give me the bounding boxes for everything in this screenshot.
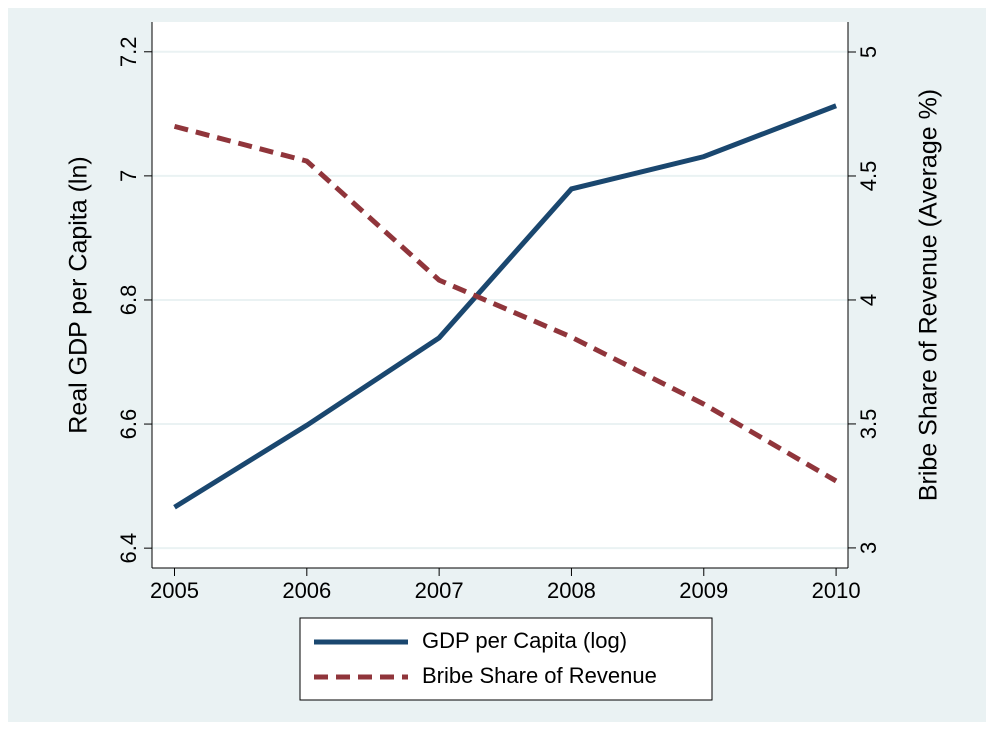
legend (299, 617, 713, 701)
y-tick-label: 7.2 (116, 36, 141, 67)
x-tick-label: 2005 (150, 578, 199, 603)
y2-tick-label: 4.5 (856, 161, 881, 192)
y-tick-label: 6.6 (116, 409, 141, 440)
y-tick-label: 6.4 (116, 533, 141, 564)
x-tick-label: 2006 (282, 578, 331, 603)
x-tick-label: 2009 (679, 578, 728, 603)
legend-label: GDP per Capita (log) (422, 628, 627, 653)
x-tick-label: 2010 (812, 578, 861, 603)
legend-label: Bribe Share of Revenue (422, 663, 657, 688)
y2-tick-label: 4 (856, 294, 881, 306)
y2-tick-label: 3.5 (856, 409, 881, 440)
y2-axis-label: Bribe Share of Revenue (Average %) (915, 89, 943, 501)
x-tick-label: 2008 (547, 578, 596, 603)
plot-area (152, 22, 848, 568)
y-tick-label: 7 (116, 170, 141, 182)
data-line (173, 103, 837, 510)
data-line (173, 123, 838, 484)
y-tick-label: 6.8 (116, 285, 141, 316)
y2-tick-label: 5 (856, 46, 881, 58)
x-tick-label: 2007 (415, 578, 464, 603)
y2-tick-label: 3 (856, 542, 881, 554)
y-axis-label: Real GDP per Capita (ln) (65, 156, 93, 433)
